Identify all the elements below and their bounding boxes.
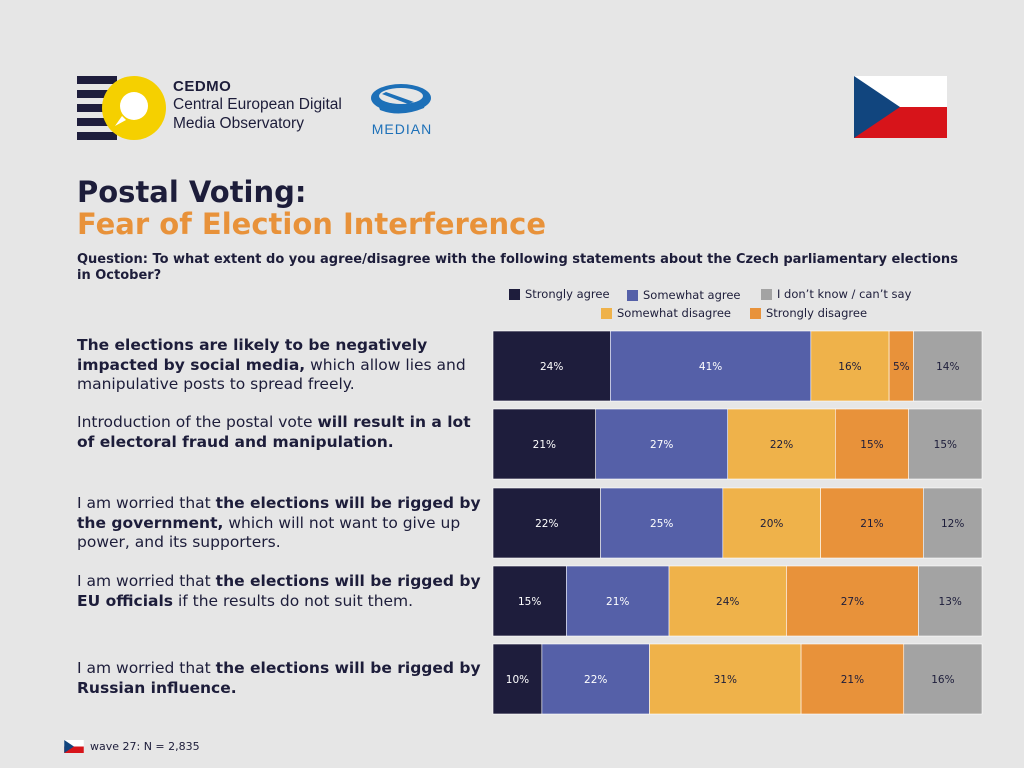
bar-row: 10% 22% 31% 21% 16% <box>492 643 983 715</box>
statement-label: Introduction of the postal vote will res… <box>77 413 471 451</box>
bar-value-label: 21% <box>606 596 629 608</box>
median-logo: MEDIAN <box>371 84 432 137</box>
legend-item-strongly-disagree: Strongly disagree <box>750 306 867 320</box>
legend-label: I don’t know / can’t say <box>777 287 912 301</box>
cedmo-line2: Media Observatory <box>173 115 304 132</box>
statement-label: I am worried that the elections will be … <box>77 572 481 610</box>
bar-value-label: 24% <box>540 361 563 373</box>
bar-value-label: 27% <box>841 596 864 608</box>
legend-label: Strongly disagree <box>766 306 868 320</box>
bar-segment-somewhat-agree <box>541 643 650 715</box>
czech-flag-icon <box>854 76 947 138</box>
legend-swatch <box>750 307 761 319</box>
bar-value-label: 24% <box>716 596 739 608</box>
bar-value-label: 21% <box>860 518 883 530</box>
bar-row: 21% 27% 22% 15% 15% <box>492 408 983 480</box>
bar-row: 15% 21% 24% 27% 13% <box>492 565 983 637</box>
bar-segment-dont-know <box>908 408 983 480</box>
bar-row: 22% 25% 20% 21% 12% <box>492 487 983 559</box>
bar-segment-dont-know <box>918 565 983 637</box>
bar-value-label: 21% <box>533 439 556 451</box>
bar-value-label: 21% <box>841 674 864 686</box>
bar-segment-strongly-disagree <box>888 330 914 402</box>
bar-value-label: 16% <box>838 361 861 373</box>
bar-value-label: 16% <box>931 674 954 686</box>
bar-segment-somewhat-disagree <box>722 487 821 559</box>
bar-segment-dont-know <box>913 330 983 402</box>
bar-value-label: 22% <box>584 674 607 686</box>
bar-segment-strongly-agree <box>492 565 567 637</box>
cedmo-brand: CEDMO <box>173 78 232 95</box>
median-label: MEDIAN <box>372 121 432 137</box>
legend-swatch <box>761 288 772 300</box>
question-text: Question: To what extent do you agree/di… <box>77 252 958 283</box>
bar-value-label: 41% <box>699 361 722 373</box>
cedmo-logo <box>77 76 166 140</box>
legend-item-dont-know: I don’t know / can’t say <box>761 287 911 301</box>
bar-segment-somewhat-disagree <box>668 565 787 637</box>
legend-label: Somewhat agree <box>643 288 741 302</box>
bar-value-label: 22% <box>770 439 793 451</box>
bar-segment-somewhat-agree <box>600 487 724 559</box>
bar-segment-somewhat-agree <box>595 408 729 480</box>
legend-swatch <box>601 307 612 319</box>
bar-value-label: 15% <box>518 596 541 608</box>
bar-value-label: 12% <box>941 518 964 530</box>
legend-swatch <box>509 288 520 300</box>
bar-segment-somewhat-disagree <box>649 643 802 715</box>
bar-value-label: 31% <box>714 674 737 686</box>
title-line2: Fear of Election Interference <box>77 207 547 241</box>
bar-value-label: 27% <box>650 439 673 451</box>
cedmo-line1: Central European Digital <box>173 96 342 113</box>
bar-row: 24% 41% 16% 5% 14% <box>492 330 983 402</box>
bar-segment-dont-know <box>903 643 983 715</box>
legend-item-strongly-agree: Strongly agree <box>509 287 610 301</box>
cedmo-wordmark: CEDMO Central European Digital Media Obs… <box>173 78 342 133</box>
legend-item-somewhat-disagree: Somewhat disagree <box>601 306 731 320</box>
bar-segment-strongly-agree <box>492 330 611 402</box>
bar-value-label: 15% <box>860 439 883 451</box>
bar-segment-strongly-disagree <box>834 408 909 480</box>
footer: wave 27: N = 2,835 <box>64 740 200 753</box>
legend-item-somewhat-agree: Somewhat agree <box>627 288 741 302</box>
bar-segment-strongly-agree <box>492 408 596 480</box>
bar-value-label: 10% <box>506 674 529 686</box>
statement-label: I am worried that the elections will be … <box>77 659 481 697</box>
bar-value-label: 25% <box>650 518 673 530</box>
bar-segment-dont-know <box>923 487 983 559</box>
bar-value-label: 13% <box>939 596 962 608</box>
bar-segment-strongly-disagree <box>800 643 905 715</box>
legend-swatch <box>627 289 638 301</box>
statement-label: The elections are likely to be negativel… <box>77 336 466 393</box>
bar-value-label: 20% <box>760 518 783 530</box>
bar-segment-somewhat-disagree <box>810 330 890 402</box>
sample-size-note: wave 27: N = 2,835 <box>90 740 200 753</box>
bar-value-label: 5% <box>893 361 910 373</box>
bar-segment-strongly-disagree <box>820 487 924 559</box>
bar-value-label: 22% <box>535 518 558 530</box>
bar-segment-strongly-agree <box>492 643 543 715</box>
bar-value-label: 14% <box>936 361 959 373</box>
bar-segment-strongly-disagree <box>786 565 919 637</box>
legend-label: Strongly agree <box>525 287 610 301</box>
title-line1: Postal Voting: <box>77 175 307 209</box>
statement-label: I am worried that the elections will be … <box>77 494 481 551</box>
legend-label: Somewhat disagree <box>617 306 731 320</box>
czech-flag-icon <box>64 740 84 753</box>
bar-value-label: 15% <box>934 439 957 451</box>
bar-segment-strongly-agree <box>492 487 601 559</box>
